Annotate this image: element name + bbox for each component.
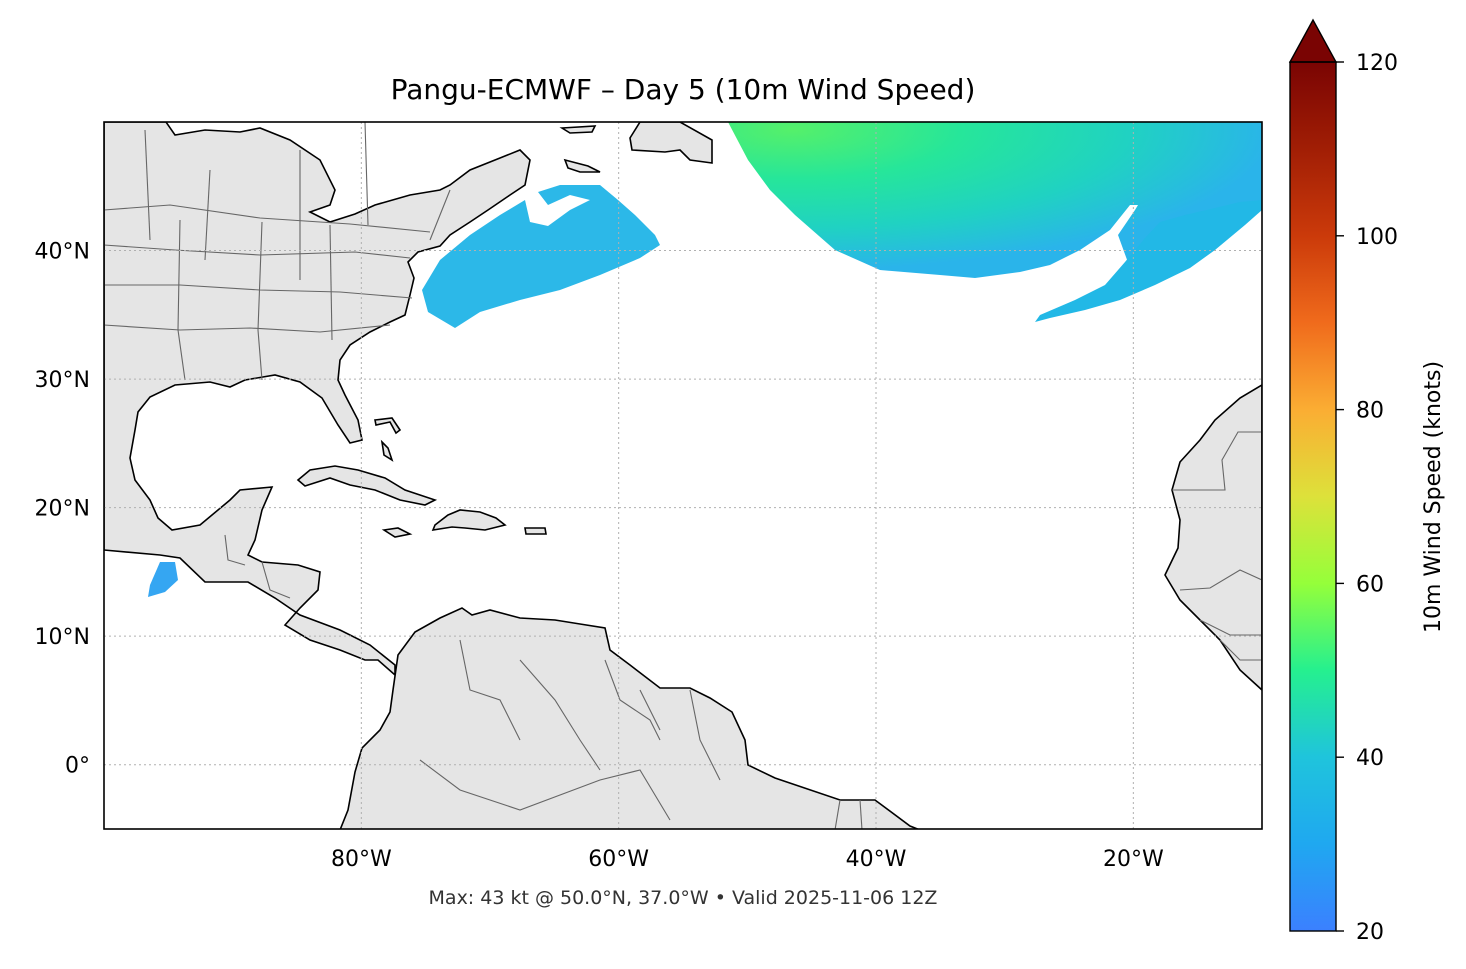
lat-axis-labels: 40°N 30°N 20°N 10°N 0° — [35, 240, 90, 779]
lon-tick-label: 40°W — [846, 847, 907, 872]
wind-swath-coastal — [422, 185, 660, 328]
wind-swath-southeast — [1035, 200, 1262, 322]
africa-landmass — [1164, 384, 1262, 692]
lon-tick-label: 60°W — [588, 847, 649, 872]
colorbar-extend-arrow — [1288, 18, 1338, 63]
cuba — [296, 465, 438, 506]
colorbar-label: 10m Wind Speed (knots) — [1421, 361, 1446, 633]
colorbar-tick-label: 120 — [1356, 51, 1398, 76]
south-america-landmass — [339, 607, 920, 829]
lat-tick-label: 30°N — [35, 368, 90, 393]
anticosti-island — [559, 125, 597, 134]
north-america-landmass — [104, 122, 531, 677]
wind-swath-north — [728, 122, 1262, 278]
colorbar-tick-label: 80 — [1356, 399, 1384, 424]
lat-tick-label: 0° — [65, 754, 90, 779]
newfoundland — [629, 122, 713, 164]
wind-patch-pacific — [148, 562, 178, 597]
colorbar-tick-label: 40 — [1356, 746, 1384, 771]
map-panel — [104, 122, 1262, 829]
lon-axis-labels: 80°W 60°W 40°W 20°W — [331, 847, 1164, 872]
lon-tick-label: 20°W — [1103, 847, 1164, 872]
map-title: Pangu-ECMWF – Day 5 (10m Wind Speed) — [391, 73, 976, 106]
prince-edward-island — [563, 158, 601, 173]
bahamas — [374, 417, 402, 462]
colorbar-tick-label: 20 — [1356, 920, 1384, 945]
max-wind-footer: Max: 43 kt @ 50.0°N, 37.0°W • Valid 2025… — [429, 887, 938, 909]
gridlines — [104, 122, 1262, 829]
colorbar-gradient — [1290, 62, 1336, 931]
lat-tick-label: 40°N — [35, 240, 90, 265]
hispaniola — [431, 509, 507, 532]
colorbar-tick-label: 100 — [1356, 225, 1398, 250]
puerto-rico — [524, 527, 547, 535]
lon-tick-label: 80°W — [331, 847, 392, 872]
colorbar-tick-label: 60 — [1356, 572, 1384, 597]
country-borders — [104, 122, 1262, 829]
jamaica — [381, 527, 413, 538]
colorbar: 20 40 60 80 100 120 10m Wind Speed (knots) — [1288, 18, 1446, 945]
colorbar-ticks: 20 40 60 80 100 120 — [1336, 51, 1398, 945]
lat-tick-label: 10°N — [35, 625, 90, 650]
lat-tick-label: 20°N — [35, 497, 90, 522]
map-frame — [103, 121, 1263, 830]
wind-speed-field — [148, 122, 1262, 597]
land-areas — [104, 122, 1262, 829]
